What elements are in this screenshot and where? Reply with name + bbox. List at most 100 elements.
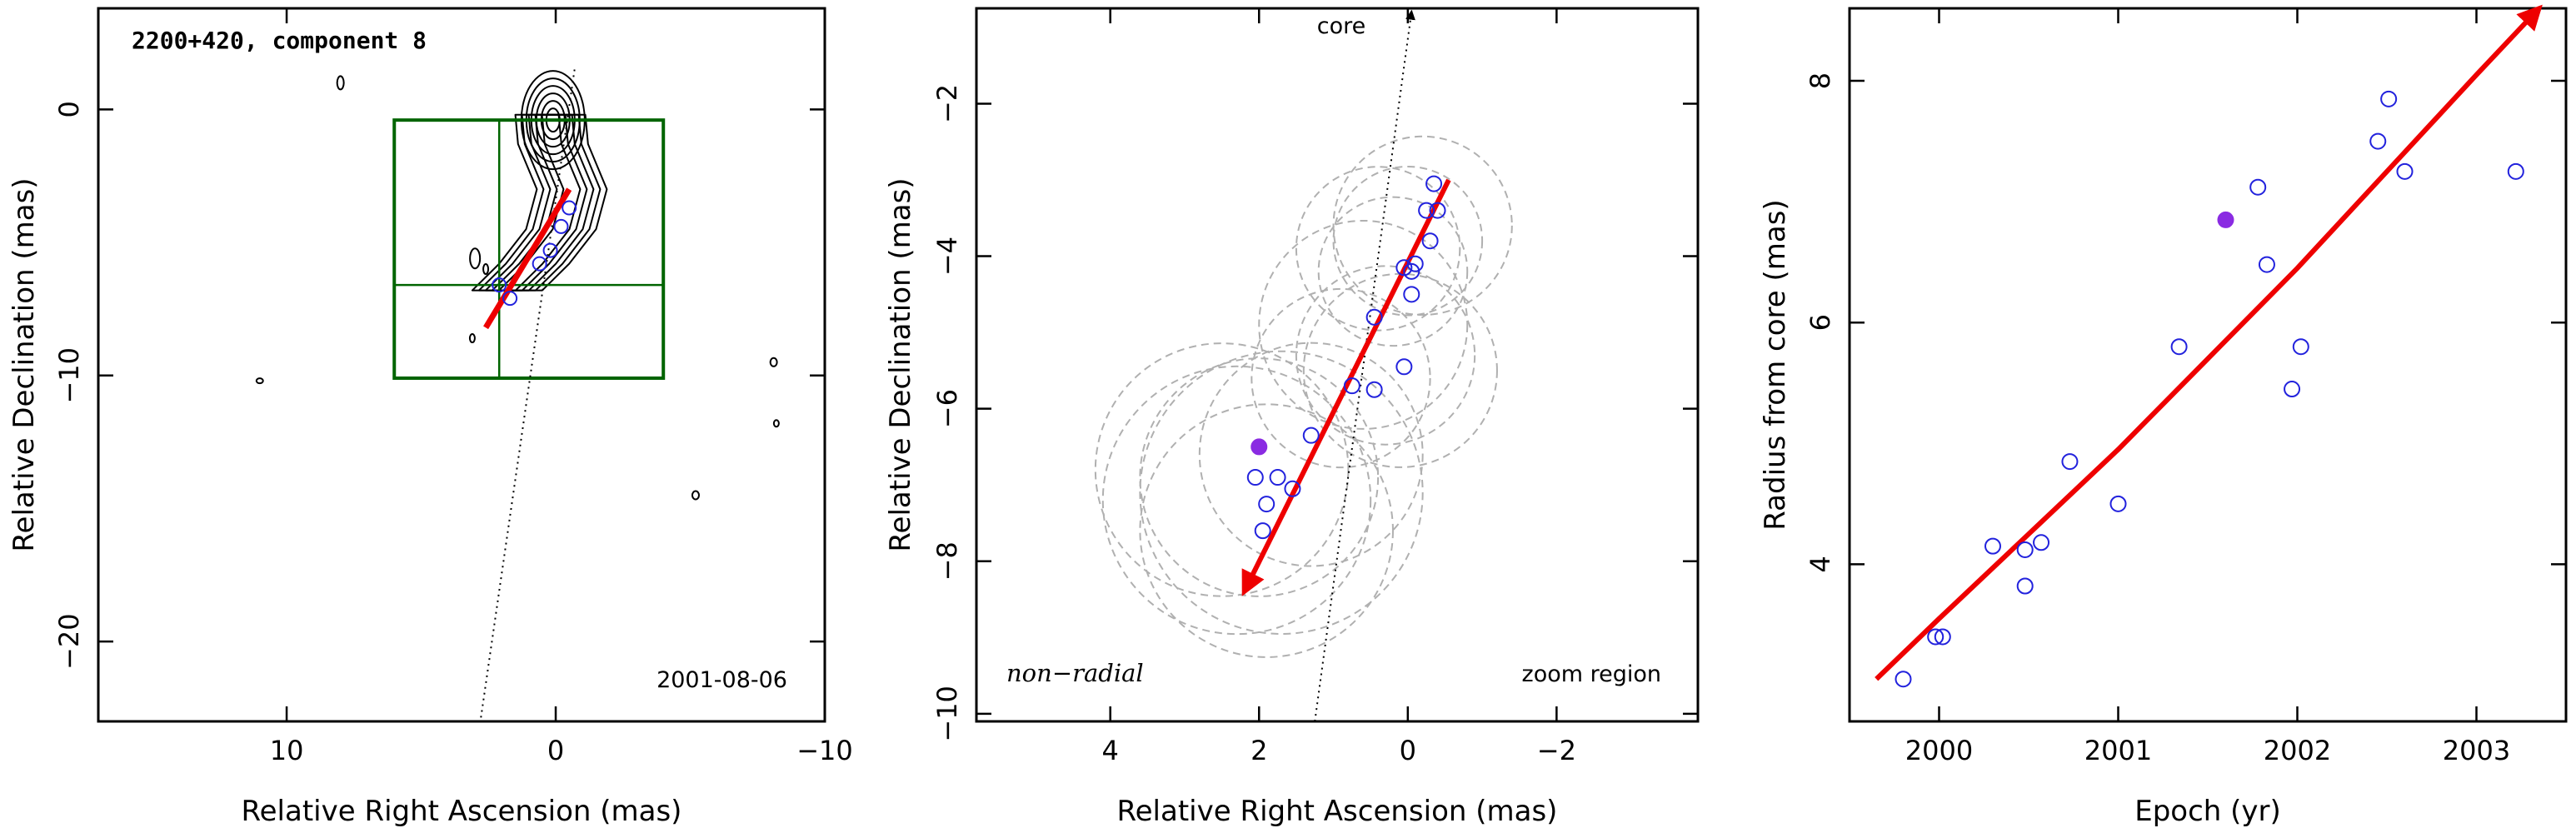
panel-left-frame <box>97 7 826 723</box>
radius-points <box>1895 90 2524 688</box>
component-point <box>1258 496 1276 513</box>
component-point <box>1418 202 1435 219</box>
zoom-region-label: zoom region <box>1522 661 1661 687</box>
radius-point <box>2170 338 2188 356</box>
contour <box>769 357 778 367</box>
component-point <box>562 200 577 216</box>
error-circle <box>1139 403 1394 658</box>
contour <box>772 419 780 428</box>
x-tick-label: 2001 <box>2084 735 2152 766</box>
contour <box>469 247 482 270</box>
y-tick-label: 6 <box>1805 314 1836 331</box>
component-point <box>1403 286 1420 303</box>
component-point <box>1284 480 1301 497</box>
vector-line <box>483 187 572 330</box>
x-tick-label: −2 <box>1537 735 1576 766</box>
radius-point <box>2396 162 2414 180</box>
error-circle <box>1332 165 1484 317</box>
panel-left-ylabel: Relative Declination (mas) <box>7 177 41 551</box>
radius-point <box>1927 628 1944 646</box>
y-tick-label: −10 <box>53 347 85 404</box>
error-circle <box>1251 287 1431 469</box>
component-point <box>492 277 507 293</box>
core-label: core <box>1317 13 1365 39</box>
component-point <box>1246 469 1264 486</box>
y-tick-label: −4 <box>931 237 963 276</box>
y-tick-label: 8 <box>1805 72 1836 89</box>
panel-left-title: 2200+420, component 8 <box>132 27 427 54</box>
error-circle <box>1198 342 1424 567</box>
panel-left-ticks: 10 0 −10 0 −10 −20 <box>53 8 853 766</box>
component-point <box>1403 262 1420 280</box>
radius-point <box>2249 178 2267 196</box>
error-circle <box>1295 166 1461 332</box>
error-circle <box>1101 365 1372 636</box>
error-circle <box>1139 357 1380 597</box>
non-radial-label: non−radial <box>1006 659 1144 687</box>
y-tick-label: −10 <box>931 686 963 742</box>
core-line <box>479 69 576 722</box>
y-tick-label: −2 <box>931 84 963 123</box>
panel-right-ticks: 2000 2001 2002 2003 4 6 8 <box>1805 8 2566 766</box>
radius-point <box>2016 577 2034 595</box>
x-tick-label: 10 <box>270 735 304 766</box>
panel-middle-ylabel: Relative Declination (mas) <box>884 177 917 551</box>
panel-right-radius-epoch: 2000 2001 2002 2003 4 6 8 Epoch (yr) Radius fr… <box>1759 4 2568 828</box>
zoom-region-box <box>392 118 666 380</box>
component-positions <box>492 200 577 307</box>
fit-curve-line <box>1875 4 2543 681</box>
error-circle <box>1332 135 1513 317</box>
y-tick-label: 0 <box>53 101 85 117</box>
error-circles <box>1094 135 1513 658</box>
panel-middle-zoom: 4 2 0 −2 −2 −4 −6 −8 −10 core non−radial zoom re… <box>884 7 1700 828</box>
panel-middle-frame <box>975 7 1700 723</box>
panel-right-frame <box>1848 7 2568 723</box>
x-tick-label: 0 <box>547 735 564 766</box>
y-tick-label: −8 <box>931 541 963 581</box>
error-circle <box>1094 342 1350 597</box>
component-point <box>1343 377 1360 395</box>
radius-point <box>2061 453 2079 471</box>
radius-point <box>1934 628 1951 646</box>
velocity-vector-arrow <box>1241 178 1451 596</box>
y-tick-label: −20 <box>53 613 85 670</box>
radius-point <box>2016 541 2034 558</box>
component-positions <box>1246 175 1446 540</box>
core-direction-line <box>479 69 576 722</box>
error-circle <box>1139 350 1424 635</box>
radius-point <box>2109 495 2127 512</box>
x-tick-label: 2003 <box>2443 735 2510 766</box>
radius-point <box>1895 671 1912 688</box>
zoom-box-rect <box>392 118 666 380</box>
radius-point <box>2033 534 2050 551</box>
radius-point <box>2258 256 2275 273</box>
panel-middle-ticks: 4 2 0 −2 −2 −4 −6 −8 −10 <box>931 8 1698 766</box>
y-tick-label: −6 <box>931 389 963 428</box>
contour <box>468 333 476 344</box>
radius-point <box>2507 162 2524 180</box>
contour <box>255 377 264 385</box>
radius-point <box>1984 537 2001 555</box>
x-tick-label: 0 <box>1400 735 1416 766</box>
radius-point <box>2292 338 2309 356</box>
component-point <box>542 242 558 258</box>
contour <box>482 263 490 276</box>
panel-left-map: 10 0 −10 0 −10 −20 2200+420, component 8 2001… <box>7 7 853 828</box>
x-tick-label: 2002 <box>2264 735 2331 766</box>
y-tick-label: 4 <box>1805 556 1836 572</box>
x-tick-label: −10 <box>796 735 853 766</box>
panel-left-xlabel: Relative Right Ascension (mas) <box>242 795 682 828</box>
component-point <box>1395 358 1413 376</box>
panel-right-ylabel: Radius from core (mas) <box>1759 199 1792 530</box>
fit-curve <box>1875 4 2543 681</box>
radius-point <box>2284 381 2301 398</box>
error-circle <box>1295 265 1476 446</box>
component-point <box>1302 426 1320 444</box>
component-point <box>1421 232 1439 250</box>
highlight-point <box>2217 211 2234 228</box>
component-point <box>1365 381 1383 398</box>
x-tick-label: 2 <box>1251 735 1267 766</box>
component-point <box>502 291 518 307</box>
contour <box>691 490 700 501</box>
